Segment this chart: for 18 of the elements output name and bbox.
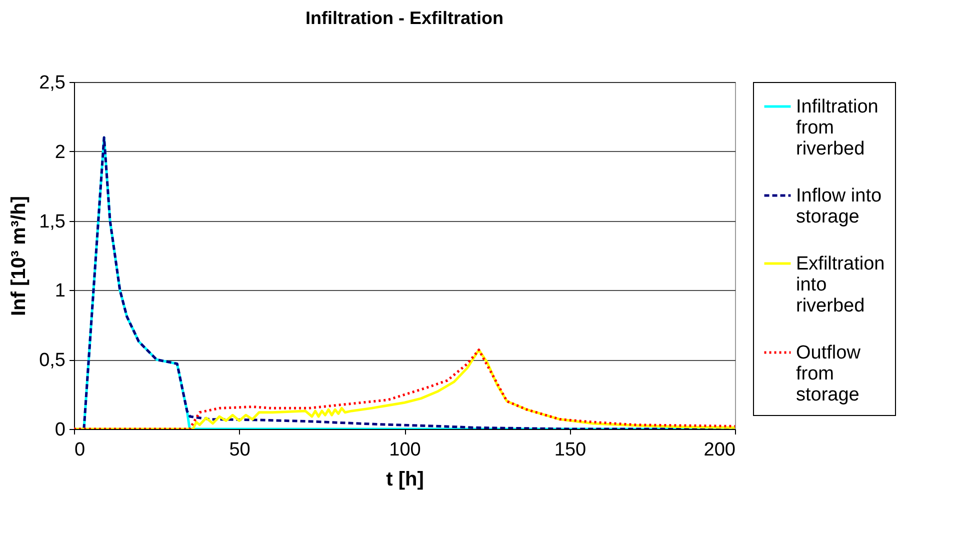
y-tick-label: 2,5 [39, 72, 66, 94]
x-tick-label: 150 [554, 440, 586, 460]
chart-title: Infiltration - Exfiltration [306, 8, 504, 28]
y-tick-label: 1 [54, 280, 66, 302]
legend-label: Inflow into storage [796, 186, 882, 228]
legend-label: Exfiltration into riverbed [796, 254, 885, 316]
x-tick-label: 50 [229, 440, 250, 460]
x-tick-label: 200 [704, 440, 736, 460]
x-tick-label: 0 [74, 440, 86, 460]
legend-label: Infiltration from riverbed [796, 96, 878, 160]
x-axis-title: t [h] [386, 468, 424, 490]
y-axis-title: Inf [10³ m³/h] [8, 196, 30, 316]
x-tick-label: 100 [389, 440, 421, 460]
y-tick-label: 0 [54, 420, 66, 440]
legend-label: Outflow from storage [796, 342, 861, 406]
y-tick-label: 0,5 [39, 350, 66, 372]
y-tick-label: 1,5 [39, 211, 66, 232]
y-tick-label: 2 [54, 142, 66, 163]
